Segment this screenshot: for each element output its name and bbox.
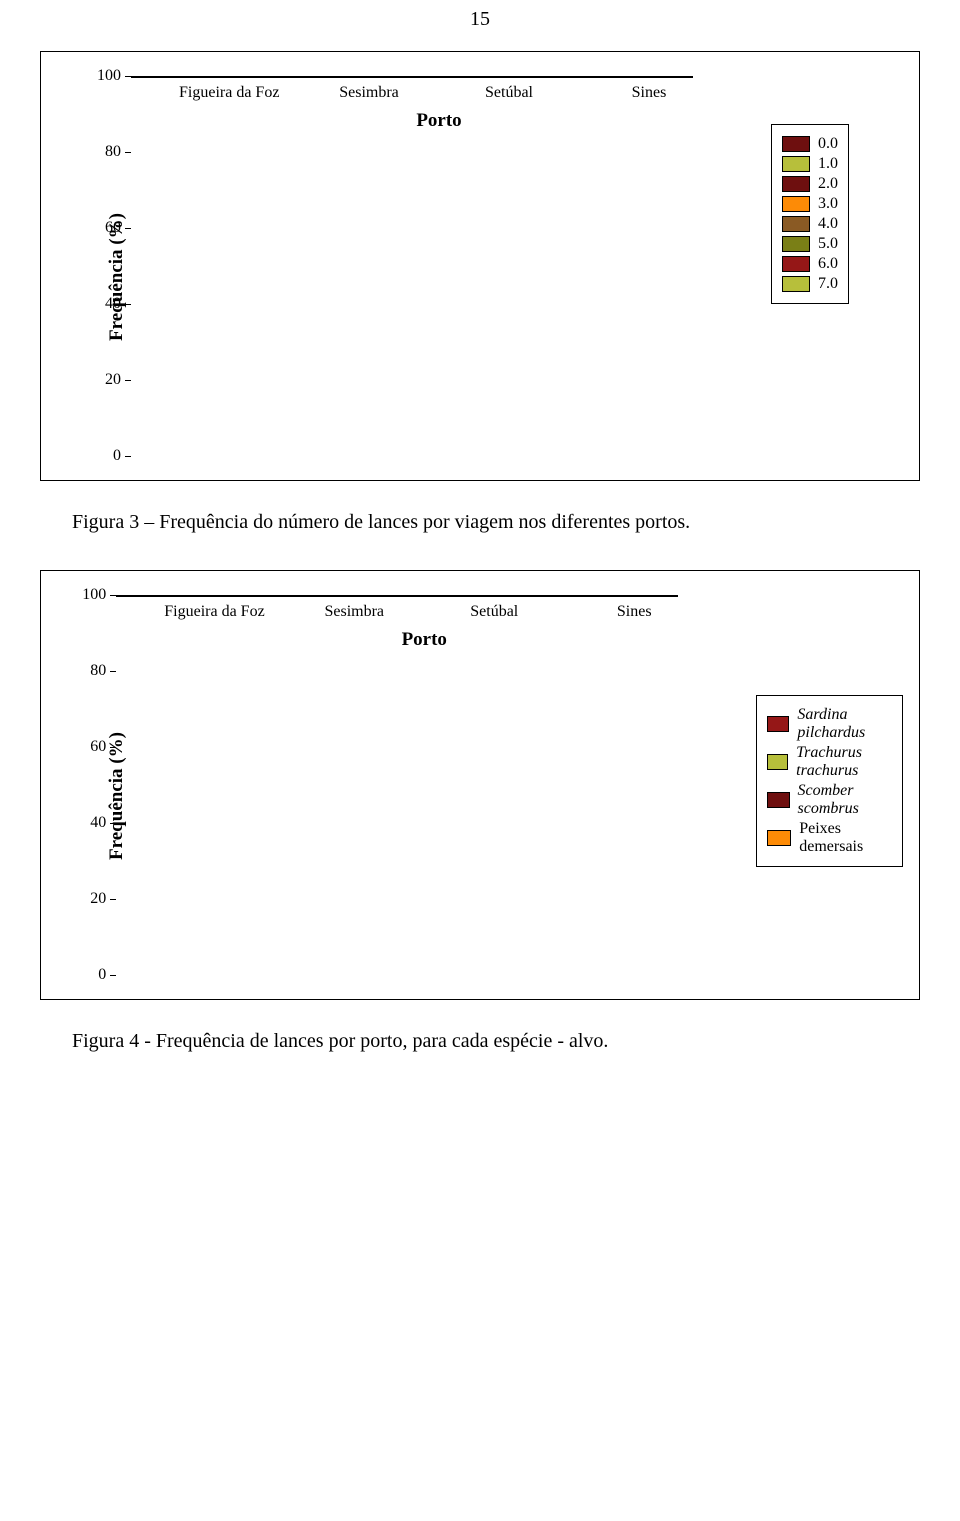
- xtick-label: Sines: [584, 603, 684, 621]
- legend-item: 5.0: [782, 235, 838, 253]
- chart2-xlabel: Porto: [116, 629, 732, 651]
- legend-label: 7.0: [818, 275, 838, 293]
- chart1-legend: 0.0 1.0 2.0 3.0 4.0 5.0 6.0 7.0: [771, 124, 849, 304]
- xtick-label: Sesimbra: [319, 84, 419, 102]
- legend-label: 3.0: [818, 195, 838, 213]
- legend-item: 4.0: [782, 215, 838, 233]
- legend-label: 6.0: [818, 255, 838, 273]
- page-number: 15: [0, 8, 960, 31]
- chart2-xaxis: Figueira da Foz Sesimbra Setúbal Sines: [116, 597, 732, 621]
- chart2-ylabel: Frequência (%): [106, 732, 128, 860]
- legend-item: 3.0: [782, 195, 838, 213]
- legend-label: 0.0: [818, 135, 838, 153]
- legend-swatch: [782, 156, 810, 172]
- xtick-label: Setúbal: [444, 603, 544, 621]
- legend-label: 4.0: [818, 215, 838, 233]
- legend-label: Trachurus trachurus: [796, 744, 892, 780]
- legend-label: Peixes demersais: [799, 820, 892, 856]
- legend-swatch: [782, 196, 810, 212]
- xtick-label: Setúbal: [459, 84, 559, 102]
- legend-item: Scomber scombrus: [767, 782, 892, 818]
- xtick-label: Sesimbra: [304, 603, 404, 621]
- legend-swatch: [767, 830, 791, 846]
- legend-swatch: [782, 136, 810, 152]
- chart2-caption: Figura 4 - Frequência de lances por port…: [72, 1030, 920, 1053]
- legend-item: 0.0: [782, 135, 838, 153]
- legend-label: 5.0: [818, 235, 838, 253]
- legend-swatch: [767, 754, 788, 770]
- chart2-legend: Sardina pilchardusTrachurus trachurusSco…: [756, 695, 903, 867]
- chart2-panel: Frequência (%) 100806040200 Figueira da …: [40, 570, 920, 1000]
- xtick-label: Figueira da Foz: [179, 84, 279, 102]
- legend-item: 2.0: [782, 175, 838, 193]
- chart1-caption: Figura 3 – Frequência do número de lance…: [72, 511, 920, 534]
- chart1-plot-area: [131, 76, 693, 78]
- chart1-xlabel: Porto: [131, 110, 747, 132]
- legend-swatch: [767, 716, 789, 732]
- legend-item: Trachurus trachurus: [767, 744, 892, 780]
- legend-label: Scomber scombrus: [798, 782, 893, 818]
- legend-swatch: [782, 216, 810, 232]
- legend-swatch: [782, 176, 810, 192]
- xtick-label: Sines: [599, 84, 699, 102]
- legend-item: 1.0: [782, 155, 838, 173]
- legend-swatch: [782, 236, 810, 252]
- chart1-panel: Frequência (%) 100806040200 Figueira da …: [40, 51, 920, 481]
- chart1-xaxis: Figueira da Foz Sesimbra Setúbal Sines: [131, 78, 747, 102]
- legend-swatch: [782, 276, 810, 292]
- legend-item: Sardina pilchardus: [767, 706, 892, 742]
- legend-label: Sardina pilchardus: [797, 706, 892, 742]
- legend-swatch: [767, 792, 789, 808]
- legend-item: 7.0: [782, 275, 838, 293]
- legend-item: 6.0: [782, 255, 838, 273]
- chart2-plot-area: [116, 595, 678, 597]
- legend-item: Peixes demersais: [767, 820, 892, 856]
- legend-swatch: [782, 256, 810, 272]
- xtick-label: Figueira da Foz: [164, 603, 264, 621]
- legend-label: 1.0: [818, 155, 838, 173]
- legend-label: 2.0: [818, 175, 838, 193]
